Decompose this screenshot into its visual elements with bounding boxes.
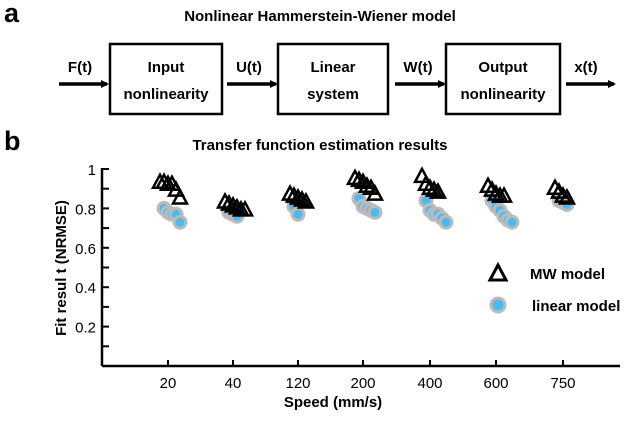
mw-model-point [420, 178, 440, 195]
y-tick-label: 0.8 [75, 201, 96, 218]
legend-triangle-icon [487, 261, 509, 282]
chart-title: Transfer function estimation results [192, 137, 447, 154]
mw-model-point [227, 197, 247, 215]
linear-model-point [438, 214, 454, 230]
linear-model-point [172, 214, 188, 230]
block-line2: system [307, 86, 359, 103]
x-axis-label: Speed (mm/s) [284, 394, 382, 411]
mw-model-point [296, 191, 316, 209]
mw-model-point [288, 187, 308, 205]
block-output-nonlinearity: Output nonlinearity [444, 42, 562, 116]
mw-model-point [280, 183, 300, 201]
signal-f: F(t) [68, 59, 92, 76]
x-tick-label: 750 [550, 375, 575, 392]
mw-model-point [154, 172, 174, 190]
mw-model-point [284, 185, 304, 203]
linear-model-point [367, 204, 383, 220]
legend-mw-model: MW model [530, 266, 605, 283]
mw-model-point [557, 187, 577, 205]
panel-a-label: a [4, 0, 20, 28]
signal-x: x(t) [574, 59, 597, 76]
linear-model-point [504, 214, 520, 230]
legend: MW model linear model [487, 261, 620, 315]
mw-model-point [486, 183, 506, 201]
y-tick-label: 1 [88, 162, 96, 179]
mw-model-point [365, 183, 385, 201]
mw-model-point [428, 182, 448, 199]
linear-model-point [290, 206, 306, 222]
x-tick-label: 600 [483, 375, 508, 392]
mw-model-point [235, 199, 255, 217]
mw-model-point [424, 180, 444, 197]
data-marks [150, 166, 577, 230]
legend-circle-icon [489, 296, 507, 314]
mw-model-point [215, 191, 235, 209]
block-linear-system: Linear system [276, 42, 390, 116]
x-tick-label: 400 [417, 375, 442, 392]
block-line1: Input [148, 59, 185, 76]
mw-model-point [170, 187, 190, 205]
panel-b-label: b [4, 126, 21, 156]
x-tick-label: 120 [285, 375, 310, 392]
x-tick-label: 20 [160, 375, 177, 392]
block-input-nonlinearity: Input nonlinearity [108, 42, 224, 116]
signal-u: U(t) [236, 59, 262, 76]
legend-linear-model: linear model [532, 298, 620, 315]
mw-model-point [219, 193, 239, 211]
y-tick-label: 0.6 [75, 241, 96, 258]
mw-model-point [494, 185, 514, 203]
mw-model-point [349, 170, 369, 188]
y-axis-label: Fit resul t (NRMSE) [53, 200, 70, 336]
block-line1: Linear [310, 59, 355, 76]
block-line2: nonlinearity [460, 86, 546, 103]
x-tick-label: 200 [350, 375, 375, 392]
y-tick-label: 0.4 [75, 280, 96, 297]
x-tick-label: 40 [225, 375, 242, 392]
diagram-title: Nonlinear Hammerstein-Wiener model [184, 8, 456, 25]
mw-model-point [223, 195, 243, 213]
signal-w: W(t) [403, 59, 432, 76]
block-line1: Output [478, 59, 527, 76]
mw-model-point [345, 168, 365, 186]
block-line2: nonlinearity [123, 86, 209, 103]
mw-model-point [357, 176, 377, 193]
mw-model-point [292, 189, 312, 207]
y-tick-label: 0.2 [75, 320, 96, 337]
mw-model-point [553, 185, 573, 203]
